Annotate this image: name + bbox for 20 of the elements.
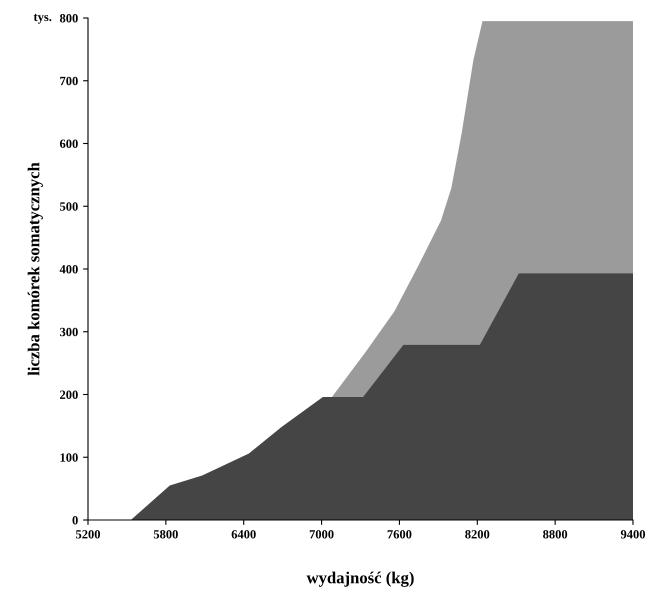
y-axis-title: liczba komórek somatycznych — [28, 162, 43, 376]
text: tys. — [34, 14, 52, 24]
x-tick-label: 8800 — [543, 530, 568, 539]
y-tick-label: 800 — [60, 14, 78, 22]
y-tick-label: 300 — [60, 328, 78, 336]
y-tick-label: 700 — [60, 76, 78, 86]
x-axis-title: wydajność (kg) — [306, 572, 414, 587]
x-tick-label: 6400 — [232, 530, 256, 539]
y-tick-label: 400 — [60, 265, 78, 274]
x-tick-label: 9400 — [620, 530, 646, 539]
x-tick-label: 5200 — [76, 530, 100, 539]
x-tick-label: 7600 — [388, 530, 412, 539]
x-tick-label: 5800 — [154, 530, 178, 539]
y-tick-label: 100 — [60, 453, 78, 462]
x-tick-label: 8200 — [465, 530, 490, 539]
y-tick-label: 500 — [60, 202, 78, 211]
y-tick-label: 200 — [60, 390, 78, 399]
y-tick-label: 0 — [72, 516, 78, 524]
x-tick-label: 7000 — [310, 530, 334, 539]
y-tick-label: 600 — [60, 140, 78, 148]
